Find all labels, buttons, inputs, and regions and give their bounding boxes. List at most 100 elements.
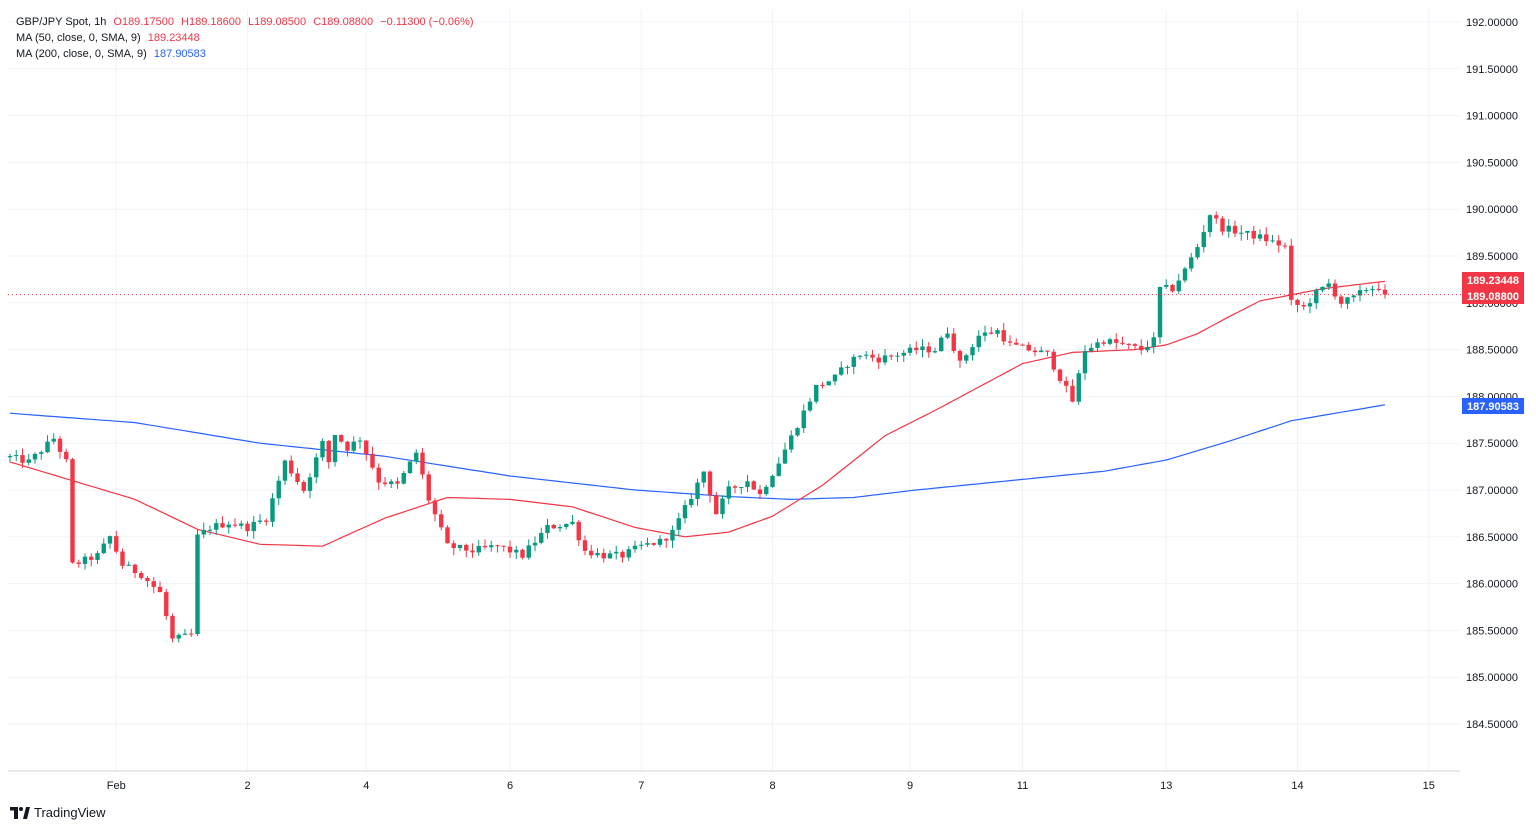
candle bbox=[795, 427, 800, 437]
candle-body bbox=[1107, 339, 1113, 344]
candle-body bbox=[1264, 234, 1269, 242]
candle-body bbox=[570, 521, 575, 524]
candle bbox=[45, 435, 50, 454]
candle bbox=[432, 498, 438, 522]
candle bbox=[1257, 229, 1263, 242]
candle bbox=[932, 347, 938, 354]
candle-body bbox=[814, 384, 819, 402]
candle bbox=[1014, 338, 1019, 345]
candle bbox=[889, 354, 894, 361]
candle bbox=[882, 348, 888, 366]
candle bbox=[457, 544, 463, 552]
candle bbox=[176, 633, 181, 643]
candle bbox=[664, 538, 669, 548]
candle-body bbox=[1007, 341, 1013, 343]
ma50-legend-row[interactable]: MA (50, close, 0, SMA, 9) 189.23448 bbox=[16, 30, 474, 46]
x-tick-label: 7 bbox=[638, 780, 644, 792]
candle bbox=[157, 581, 163, 593]
candle bbox=[701, 471, 706, 488]
candle bbox=[107, 535, 113, 549]
candle-body bbox=[1201, 232, 1206, 248]
candle-body bbox=[901, 352, 906, 356]
candle bbox=[1057, 368, 1063, 384]
candle bbox=[901, 349, 906, 362]
candle-body bbox=[595, 552, 600, 556]
x-axis[interactable]: Feb 2 4 6 7 8 9 11 13 14 15 bbox=[107, 780, 1435, 792]
candle bbox=[395, 477, 400, 489]
candle bbox=[364, 439, 369, 461]
candle-body bbox=[651, 543, 656, 545]
candle bbox=[1145, 340, 1150, 353]
candle-body bbox=[1189, 257, 1194, 269]
interval-label[interactable]: 1h bbox=[94, 16, 107, 28]
candle-body bbox=[820, 384, 825, 386]
candle-body bbox=[314, 457, 319, 478]
candle-body bbox=[195, 534, 200, 635]
candle-body bbox=[1182, 268, 1188, 281]
candle bbox=[1320, 286, 1325, 293]
ma200-legend-row[interactable]: MA (200, close, 0, SMA, 9) 187.90583 bbox=[16, 46, 474, 62]
candle-body bbox=[1245, 230, 1250, 233]
candle-body bbox=[707, 471, 713, 496]
symbol-name[interactable]: GBP/JPY Spot bbox=[16, 16, 88, 28]
candle-body bbox=[695, 482, 700, 499]
candle bbox=[195, 529, 200, 637]
candle-body bbox=[514, 549, 519, 553]
candle-body bbox=[320, 440, 325, 458]
candle-body bbox=[832, 374, 838, 382]
candle bbox=[301, 480, 306, 494]
candle bbox=[739, 486, 744, 495]
candle bbox=[570, 515, 575, 526]
candle bbox=[76, 559, 81, 568]
candle-body bbox=[789, 435, 794, 450]
candle-body bbox=[982, 332, 988, 336]
y-tick-label: 190.50000 bbox=[1466, 157, 1518, 169]
candle-body bbox=[1064, 380, 1069, 386]
candle-body bbox=[395, 481, 400, 484]
candle bbox=[957, 349, 963, 368]
x-tick-label: 2 bbox=[244, 780, 250, 792]
candle-body bbox=[882, 355, 888, 363]
candle bbox=[532, 536, 538, 552]
candle bbox=[1107, 337, 1113, 346]
candle bbox=[382, 477, 388, 487]
candle bbox=[989, 326, 994, 335]
candle-body bbox=[426, 474, 431, 501]
ma200-price-tag-text: 187.90583 bbox=[1467, 401, 1519, 413]
high-value: H189.18600 bbox=[181, 16, 241, 28]
candle-body bbox=[295, 473, 300, 482]
candle-body bbox=[682, 505, 688, 519]
candle-body bbox=[364, 440, 369, 454]
candle-body bbox=[664, 538, 669, 541]
candle bbox=[651, 542, 656, 547]
candle bbox=[714, 491, 719, 515]
candle bbox=[289, 455, 294, 477]
candle bbox=[1176, 273, 1181, 294]
candle bbox=[557, 524, 563, 532]
candle-body bbox=[1101, 342, 1106, 344]
candle-body bbox=[432, 500, 438, 515]
candle bbox=[1289, 238, 1294, 306]
candle bbox=[614, 545, 619, 560]
candle-body bbox=[739, 487, 744, 489]
candle bbox=[1264, 227, 1269, 246]
y-tick-label: 186.00000 bbox=[1466, 579, 1518, 591]
tradingview-brand[interactable]: TradingView bbox=[10, 805, 106, 820]
candle-body bbox=[1126, 343, 1131, 345]
candle-body bbox=[551, 524, 556, 529]
candle bbox=[745, 474, 750, 492]
candle-body bbox=[895, 355, 900, 357]
candle-body bbox=[582, 540, 588, 551]
candle-body bbox=[114, 536, 119, 552]
candle-body bbox=[476, 545, 481, 553]
candle bbox=[407, 461, 413, 474]
candle-body bbox=[126, 564, 131, 566]
candle-body bbox=[1214, 215, 1219, 219]
candle bbox=[132, 563, 138, 578]
candle bbox=[1032, 347, 1038, 357]
candle-body bbox=[864, 354, 869, 356]
candle bbox=[1170, 283, 1175, 293]
candle bbox=[220, 516, 225, 529]
